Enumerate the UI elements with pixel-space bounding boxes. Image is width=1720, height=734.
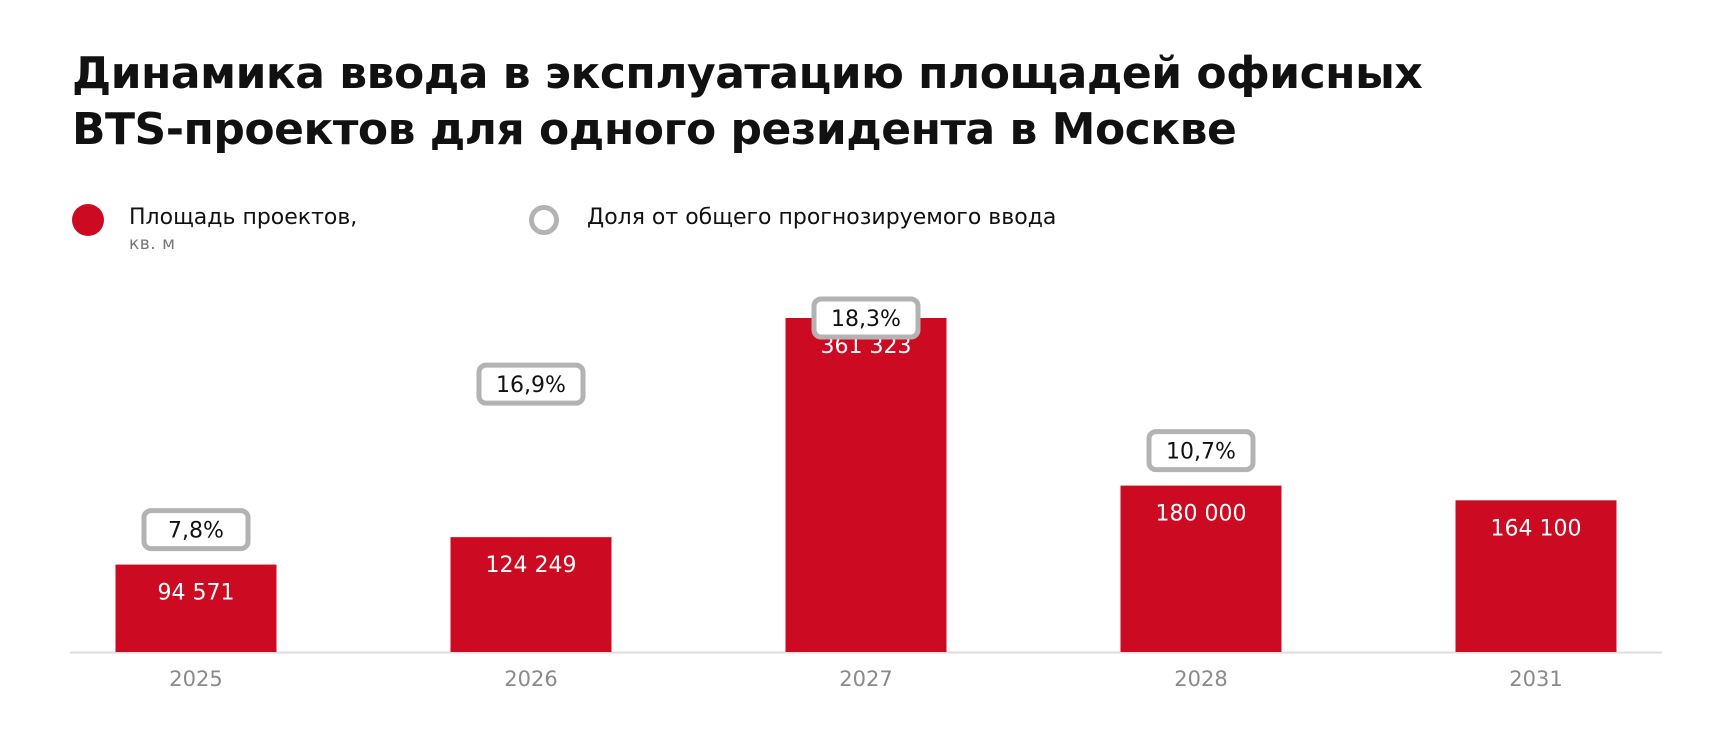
legend-share-label: Доля от общего прогнозируемого ввода	[587, 205, 1057, 230]
bar-2028	[1120, 485, 1282, 652]
legend-area-text: Площадь проектов, кв. м	[129, 204, 357, 256]
x-tick-label-2028: 2028	[1174, 667, 1227, 691]
x-tick-label-2031: 2031	[1509, 667, 1562, 691]
bar-value-label-2031: 164 100	[1491, 516, 1582, 541]
legend-item-area: Площадь проектов, кв. м	[72, 204, 357, 256]
bar-2027	[785, 318, 947, 652]
bar-value-label-2026: 124 249	[486, 553, 577, 578]
share-badge-2026	[476, 362, 586, 406]
share-value-label-2028: 10,7%	[1166, 440, 1236, 465]
share-value-label-2025: 7,8%	[168, 519, 224, 544]
share-badge-2028	[1146, 429, 1256, 473]
bar-2025	[115, 564, 277, 652]
share-value-label-2026: 16,9%	[496, 373, 566, 398]
share-badge-2025	[141, 508, 251, 552]
chart-title-line-1: Динамика ввода в эксплуатацию площадей о…	[72, 48, 1423, 99]
legend-item-share: Доля от общего прогнозируемого ввода	[529, 204, 1056, 235]
legend-area-unit: кв. м	[129, 234, 176, 254]
chart-title: Динамика ввода в эксплуатацию площадей о…	[72, 46, 1423, 158]
bar-2026	[450, 537, 612, 652]
share-value-label-2027: 18,3%	[831, 307, 901, 332]
share-badge-2027	[811, 296, 921, 340]
chart-title-line-2: BTS-проектов для одного резидента в Моск…	[72, 104, 1237, 155]
x-tick-label-2026: 2026	[504, 667, 557, 691]
legend-ring-dot-icon	[529, 205, 559, 235]
x-tick-label-2027: 2027	[839, 667, 892, 691]
x-tick-label-2025: 2025	[169, 667, 222, 691]
bar-value-label-2028: 180 000	[1156, 502, 1247, 527]
bar-2031	[1455, 500, 1617, 652]
legend-area-label: Площадь проектов,	[129, 205, 358, 230]
legend-filled-dot-icon	[72, 204, 104, 236]
bar-value-label-2025: 94 571	[158, 581, 235, 606]
